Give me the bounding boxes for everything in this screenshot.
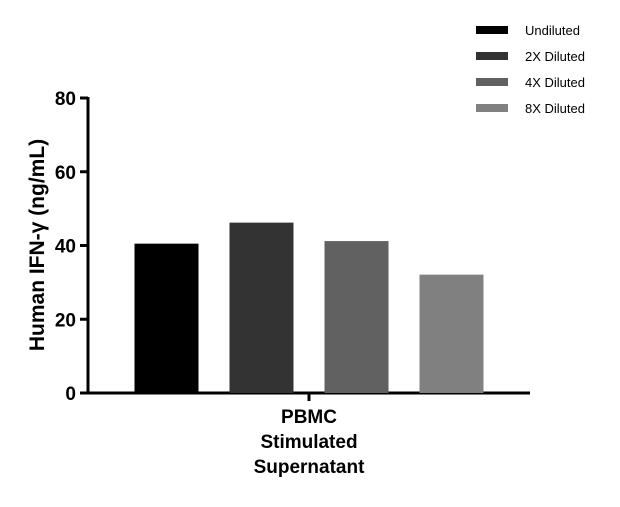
y-axis-label: Human IFN-γ (ng/mL) [26,139,49,351]
bar-8x-diluted [419,274,484,393]
category-label-line: PBMC [281,407,337,428]
legend-swatch [476,104,508,112]
legend-swatch [476,52,508,60]
legend: Undiluted 2X Diluted 4X Diluted 8X Diluted [476,23,585,116]
y-tick-label: 0 [65,384,76,405]
legend-label: 8X Diluted [525,101,585,116]
legend-label: Undiluted [525,23,580,38]
legend-swatch [476,26,508,34]
bar-4x-diluted [324,241,389,393]
y-tick-label: 20 [55,310,76,331]
y-tick-label: 80 [55,89,76,110]
legend-label: 4X Diluted [525,75,585,90]
y-tick-label: 40 [55,237,76,258]
y-tick-label: 60 [55,163,76,184]
bars [134,222,484,393]
category-label: PBMC Stimulated Supernatant [254,407,366,478]
y-axis: 0 20 40 60 80 [55,89,90,405]
x-axis [86,391,530,401]
category-label-line: Stimulated [260,432,357,453]
legend-swatch [476,78,508,86]
bar-undiluted [134,243,199,393]
category-label-line: Supernatant [254,457,366,478]
bar-2x-diluted [229,222,294,393]
legend-label: 2X Diluted [525,49,585,64]
